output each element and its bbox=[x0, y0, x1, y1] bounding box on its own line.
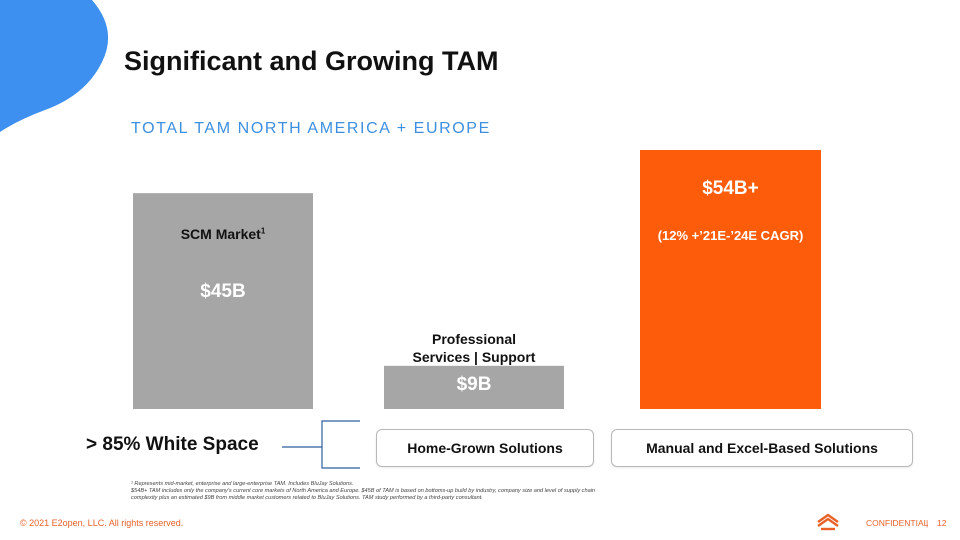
professional-line-2: Services | Support bbox=[412, 349, 536, 365]
bar-value-total: $54B+ bbox=[702, 178, 759, 199]
bar-scm-market bbox=[133, 193, 313, 409]
bar-professional-services bbox=[384, 365, 564, 409]
chart-subtitle: TOTAL TAM NORTH AMERICA + EUROPE bbox=[131, 120, 491, 137]
footnote-2: $54B+ TAM includes only the company’s cu… bbox=[131, 488, 596, 501]
footnotes: ¹ Represents mid-market, enterprise and … bbox=[131, 481, 601, 502]
professional-line-1: Professional bbox=[431, 331, 517, 347]
bar-note-cagr: (12% +’21E-’24E CAGR) bbox=[657, 228, 804, 243]
scm-market-text: SCM Market bbox=[180, 226, 261, 242]
scm-market-label: SCM Market1 bbox=[133, 226, 313, 242]
footer-separator: | bbox=[926, 518, 929, 528]
corner-decoration bbox=[0, 0, 109, 132]
manual-excel-solutions-box: Manual and Excel-Based Solutions bbox=[611, 429, 913, 467]
footnote-1: ¹ Represents mid-market, enterprise and … bbox=[131, 481, 354, 487]
professional-services-label: Professional Services | Support bbox=[384, 330, 564, 366]
confidential-label: CONFIDENTIAL bbox=[866, 518, 929, 528]
e2open-logo-icon bbox=[817, 513, 839, 531]
page-number: 12 bbox=[937, 518, 947, 528]
copyright-text: © 2021 E2open, LLC. All rights reserved. bbox=[20, 518, 184, 528]
page-title: Significant and Growing TAM bbox=[124, 46, 499, 76]
bar-total-tam bbox=[640, 150, 821, 409]
bar-value-scm: $45B bbox=[200, 281, 246, 302]
bracket-connector bbox=[282, 420, 360, 469]
home-grown-solutions-box: Home-Grown Solutions bbox=[376, 429, 594, 467]
bar-value-professional: $9B bbox=[456, 374, 492, 395]
white-space-label: > 85% White Space bbox=[86, 434, 259, 455]
footnote-marker: 1 bbox=[260, 226, 266, 236]
